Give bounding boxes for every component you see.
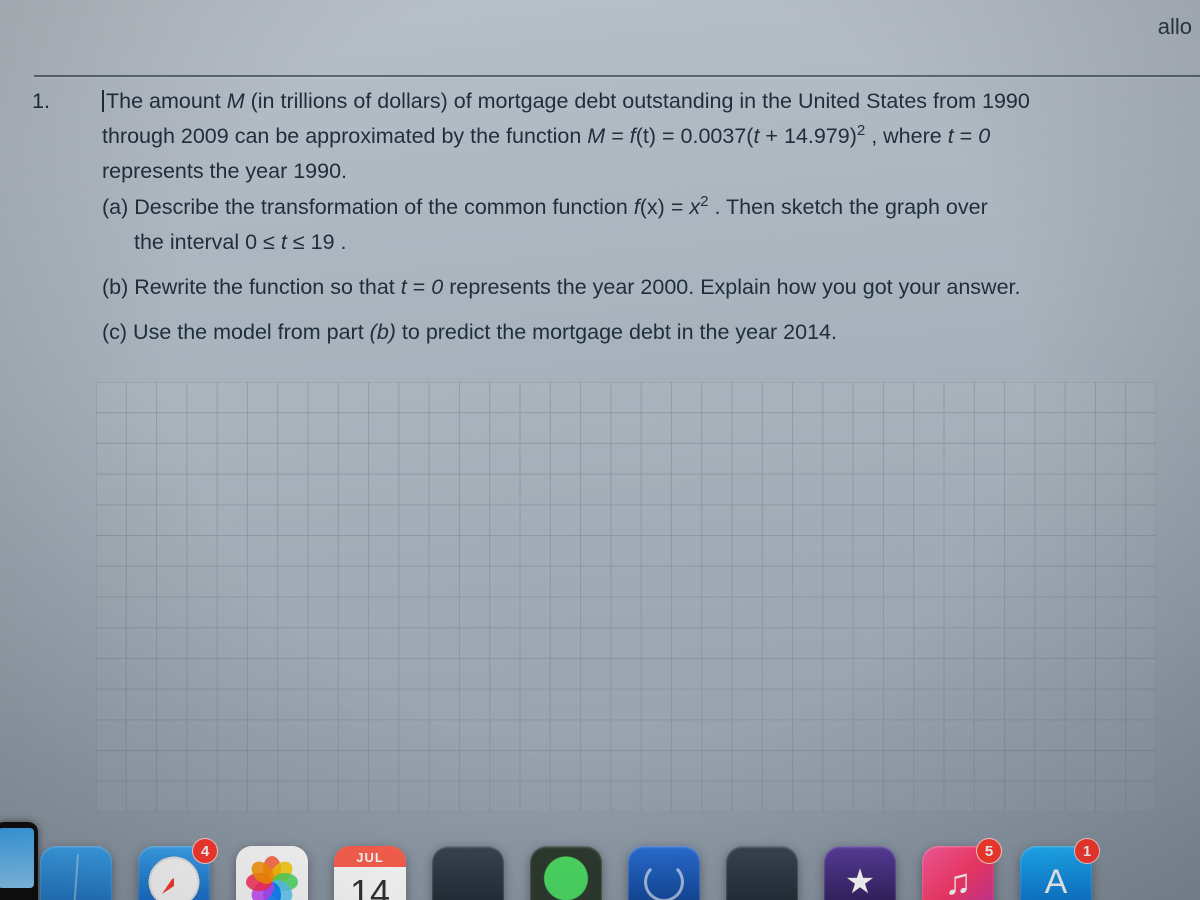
calendar-month: JUL: [334, 846, 406, 867]
part-a: (a) Describe the transformation of the c…: [102, 192, 1176, 258]
problem-block: 1. The amount M (in trillions of dollars…: [52, 86, 1176, 352]
part-c-line-1: (c) Use the model from part (b) to predi…: [102, 317, 1176, 348]
safari-icon[interactable]: 4: [138, 846, 210, 900]
imovie-icon[interactable]: [824, 846, 896, 900]
part-b: (b) Rewrite the function so that t = 0 r…: [102, 272, 1176, 303]
document-surface: allo 1. The amount M (in trillions of do…: [0, 0, 1200, 900]
itunes-badge: 5: [976, 838, 1002, 864]
part-a-line-1: (a) Describe the transformation of the c…: [102, 192, 1176, 223]
dock-app-blue-icon[interactable]: [628, 846, 700, 900]
problem-line-3: represents the year 1990.: [102, 156, 1176, 187]
problem-number: 1.: [32, 86, 50, 117]
horizontal-rule: [34, 75, 1200, 77]
part-b-line-1: (b) Rewrite the function so that t = 0 r…: [102, 272, 1176, 303]
problem-body: The amount M (in trillions of dollars) o…: [52, 86, 1176, 348]
problem-line-1: The amount M (in trillions of dollars) o…: [102, 86, 1176, 117]
appstore-icon[interactable]: 1: [1020, 846, 1092, 900]
photos-flower-icon: [246, 856, 298, 900]
problem-line-2: through 2009 can be approximated by the …: [102, 121, 1176, 152]
part-c: (c) Use the model from part (b) to predi…: [102, 317, 1176, 348]
finder-icon[interactable]: [40, 846, 112, 900]
dock: 4 JUL 14 5 1: [0, 840, 1200, 900]
calendar-icon[interactable]: JUL 14: [334, 846, 406, 900]
dock-app-dark2-icon[interactable]: [726, 846, 798, 900]
appstore-badge: 1: [1074, 838, 1100, 864]
itunes-icon[interactable]: 5: [922, 846, 994, 900]
page-corner-text: allo: [1158, 14, 1192, 40]
safari-badge: 4: [192, 838, 218, 864]
part-a-line-2: the interval 0 ≤ t ≤ 19 .: [102, 227, 1176, 258]
photos-icon[interactable]: [236, 846, 308, 900]
facetime-icon[interactable]: [530, 846, 602, 900]
dock-app-dark-icon[interactable]: [432, 846, 504, 900]
grid-svg: [96, 382, 1156, 812]
calendar-day: 14: [350, 867, 390, 900]
text-cursor: [102, 90, 104, 112]
graph-grid: [96, 382, 1156, 812]
